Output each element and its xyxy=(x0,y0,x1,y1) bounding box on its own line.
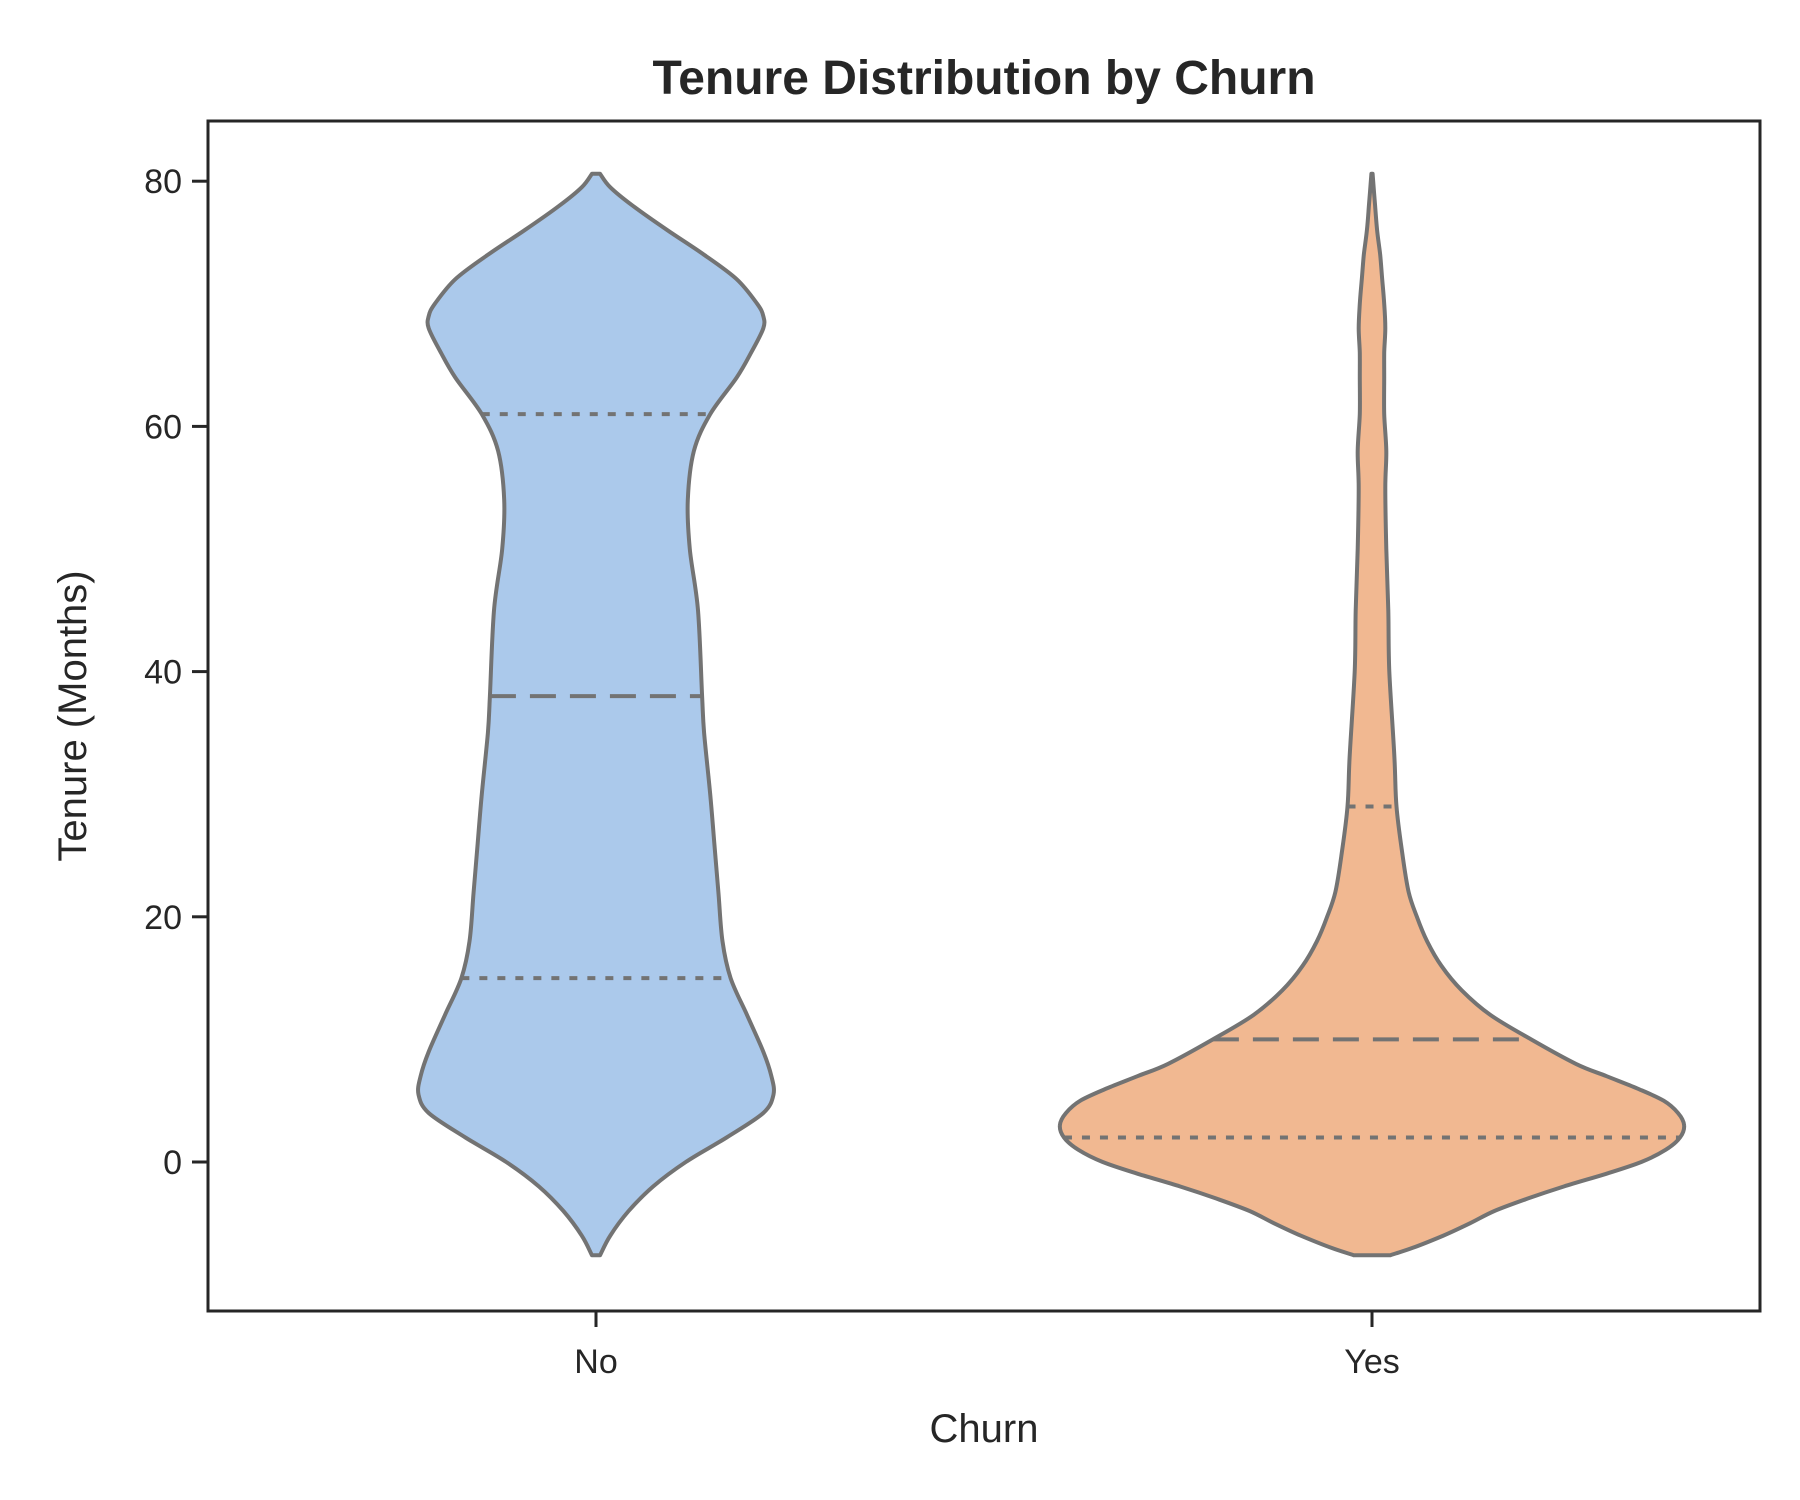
violin-no xyxy=(416,171,776,1258)
x-axis: No Yes xyxy=(574,1311,1400,1381)
quartile-lines xyxy=(461,412,1681,1140)
y-tick-label: 20 xyxy=(144,899,182,937)
x-axis-label: Churn xyxy=(930,1407,1039,1451)
violin-yes xyxy=(1057,171,1687,1258)
y-axis-label: Tenure (Months) xyxy=(51,570,95,861)
chart-title: Tenure Distribution by Churn xyxy=(652,52,1315,105)
y-tick-label: 60 xyxy=(144,408,182,446)
plot-frame xyxy=(206,119,1762,1313)
y-tick-label: 40 xyxy=(144,654,182,692)
violin-group xyxy=(416,171,1687,1258)
y-tick-label: 80 xyxy=(144,163,182,201)
x-tick-label-no: No xyxy=(574,1343,617,1381)
y-axis: 0 20 40 60 80 xyxy=(144,163,208,1182)
y-tick-label: 0 xyxy=(163,1144,182,1182)
x-tick-label-yes: Yes xyxy=(1344,1343,1399,1381)
